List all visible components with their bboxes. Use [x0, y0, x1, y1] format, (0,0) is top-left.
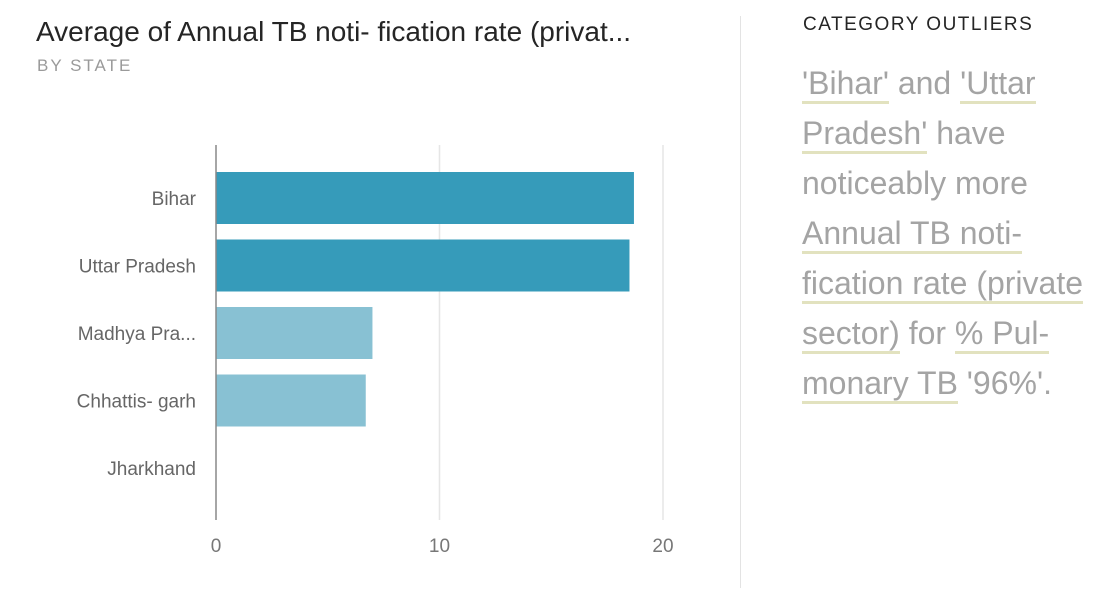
bar — [216, 172, 634, 224]
category-label: Jharkhand — [107, 459, 196, 480]
insight-segment: for — [899, 315, 955, 351]
insight-highlight: % Pul- monary TB — [802, 315, 1050, 404]
x-tick-label: 20 — [652, 536, 673, 557]
x-tick-label: 10 — [429, 536, 450, 557]
x-tick-label: 0 — [211, 536, 222, 557]
panel-heading: CATEGORY OUTLIERS — [803, 14, 1034, 35]
insight-highlight: Annual TB noti- fication rate (private s… — [802, 215, 1084, 354]
category-label: Madhya Pra... — [78, 324, 196, 345]
insight-highlight: 'Bihar' — [802, 65, 889, 104]
category-label: Bihar — [152, 189, 197, 210]
insight-segment: '96%'. — [957, 365, 1052, 401]
insight-segment: have noticeably more — [802, 115, 1028, 201]
category-label: Chhattis- garh — [77, 392, 196, 413]
chart-subtitle: BY STATE — [37, 56, 133, 75]
bar-chart: 0 10 20 Bihar Uttar Pradesh Madhya Pra... Chha… — [77, 145, 674, 557]
insight-segment: and — [888, 65, 961, 101]
category-label: Uttar Pradesh — [79, 257, 196, 278]
insight-highlight: 'Uttar Pradesh' — [802, 65, 1036, 154]
bar — [216, 374, 366, 427]
panel-divider — [740, 16, 741, 588]
bar — [216, 307, 373, 359]
insight-text: 'Bihar' and 'Uttar Pradesh' have noticea… — [802, 58, 1092, 408]
bar — [216, 239, 630, 292]
chart-title: Average of Annual TB noti- fication rate… — [36, 16, 632, 47]
